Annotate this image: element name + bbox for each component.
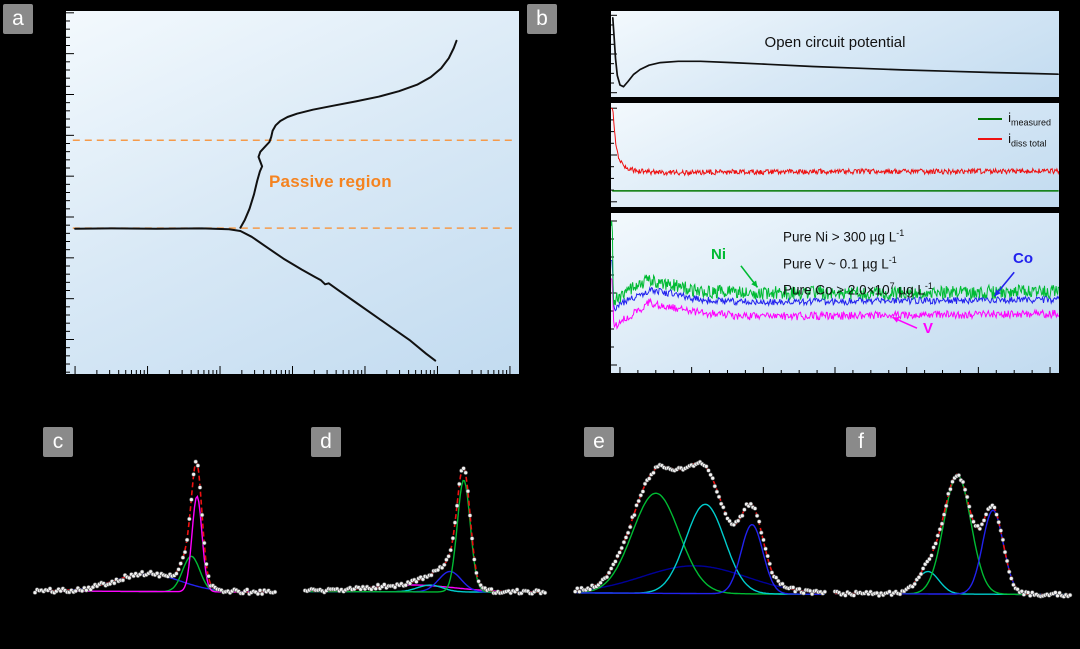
dose-text: Pure Ni > 300 µg L <box>783 229 897 245</box>
chart-b-current <box>611 103 1059 207</box>
legend-item-i-measured: imeasured <box>978 110 1051 128</box>
chart-e-plot <box>570 450 830 625</box>
dose-exponent: 7 <box>889 281 895 291</box>
panel-b-ocp: Open circuit potential <box>610 10 1060 98</box>
chart-c-plot <box>30 450 280 625</box>
legend-item-i-diss-total: idiss total <box>978 131 1051 149</box>
dose-exponent: -1 <box>924 281 933 291</box>
legend-label-subscript: measured <box>1010 117 1051 128</box>
legend-label-prefix: i <box>1008 130 1011 146</box>
chart-a-plot <box>66 11 519 374</box>
dose-line-v: Pure V ~ 0.1 µg L-1 <box>783 249 933 276</box>
dose-exponent: -1 <box>896 228 905 238</box>
panel-d <box>300 450 550 625</box>
trace-label-ni: Ni <box>711 246 726 263</box>
passive-region-label: Passive region <box>269 172 392 191</box>
legend-label-subscript: diss total <box>1010 138 1047 149</box>
dose-line-ni: Pure Ni > 300 µg L-1 <box>783 222 933 249</box>
ocp-title: Open circuit potential <box>764 34 906 51</box>
panel-label-d: d <box>311 427 341 457</box>
dose-text: Pure Co > 2.0×10 <box>783 282 890 298</box>
legend-swatch-i-measured <box>978 117 1003 120</box>
dose-annotations: Pure Ni > 300 µg L-1 Pure V ~ 0.1 µg L-1… <box>783 222 933 302</box>
legend-label-i-measured: imeasured <box>1008 110 1051 128</box>
legend-label-prefix: i <box>1008 110 1011 125</box>
trace-label-v: V <box>923 320 934 337</box>
dose-text: Pure V ~ 0.1 µg L <box>783 256 889 271</box>
dose-text: µg L <box>894 282 925 298</box>
panel-e <box>570 450 830 625</box>
chart-d-plot <box>300 450 550 625</box>
legend-swatch-i-diss-total <box>978 138 1003 141</box>
panel-label-b: b <box>527 4 557 34</box>
trace-label-co: Co <box>1013 250 1033 267</box>
dose-line-co: Pure Co > 2.0×107 µg L-1 <box>783 275 933 302</box>
panel-label-a: a <box>3 4 33 34</box>
panel-f <box>830 450 1075 625</box>
chart-b-diss <box>611 213 1059 373</box>
chart-b-ocp <box>611 11 1059 97</box>
legend-label-i-diss-total: idiss total <box>1008 131 1046 149</box>
dose-exponent: -1 <box>888 254 897 265</box>
panel-b-current: imeasured idiss total <box>610 102 1060 208</box>
panel-a: Passive region <box>65 10 520 375</box>
chart-f-plot <box>830 450 1075 625</box>
current-legend: imeasured idiss total <box>978 110 1051 148</box>
panel-label-c: c <box>43 427 73 457</box>
panel-c <box>30 450 280 625</box>
panel-label-e: e <box>584 427 614 457</box>
panel-b-dissolution: Pure Ni > 300 µg L-1 Pure V ~ 0.1 µg L-1… <box>610 212 1060 374</box>
panel-label-f: f <box>846 427 876 457</box>
